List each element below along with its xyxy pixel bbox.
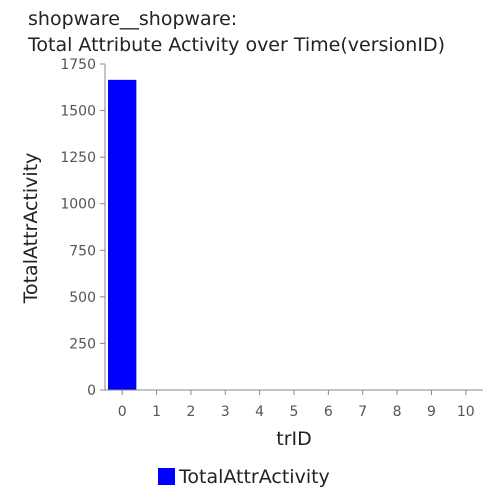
y-tick-label: 1500: [60, 104, 96, 120]
chart-title: shopware__shopware: Total Attribute Acti…: [27, 8, 445, 56]
y-tick-label: 250: [69, 336, 96, 352]
chart-title-line-2: Total Attribute Activity over Time(versi…: [27, 34, 445, 56]
y-axis-ticks: 0 250 500 750 1000 1250 1500 1750: [60, 57, 105, 399]
legend-label: TotalAttrActivity: [178, 466, 330, 488]
y-tick-label: 1750: [60, 57, 96, 73]
legend: TotalAttrActivity: [158, 466, 330, 488]
y-tick-label: 500: [69, 290, 96, 306]
x-tick-label: 2: [186, 404, 195, 420]
x-tick-label: 7: [358, 404, 367, 420]
y-tick-label: 1250: [60, 150, 96, 166]
legend-swatch: [158, 468, 175, 485]
bar: [108, 79, 137, 390]
x-tick-label: 8: [393, 404, 402, 420]
x-axis-title: trID: [276, 428, 312, 450]
y-tick-label: 0: [87, 383, 96, 399]
y-axis-title: TotalAttrActivity: [20, 153, 42, 305]
chart-title-line-1: shopware__shopware:: [28, 8, 237, 30]
x-tick-label: 0: [118, 404, 127, 420]
plot-area: 0 250 500 750 1000 1250 1500 1750 0 1 2 3 4 5 6 7 8 9 10: [60, 57, 483, 420]
x-tick-label: 5: [290, 404, 299, 420]
x-tick-label: 1: [152, 404, 161, 420]
bars-group: [108, 79, 137, 390]
x-tick-label: 9: [427, 404, 436, 420]
y-tick-label: 1000: [60, 197, 96, 213]
x-tick-label: 4: [255, 404, 264, 420]
y-tick-label: 750: [69, 243, 96, 259]
x-tick-label: 6: [324, 404, 333, 420]
x-axis-ticks: 0 1 2 3 4 5 6 7 8 9 10: [118, 390, 475, 420]
x-tick-label: 3: [221, 404, 230, 420]
x-tick-label: 10: [457, 404, 475, 420]
